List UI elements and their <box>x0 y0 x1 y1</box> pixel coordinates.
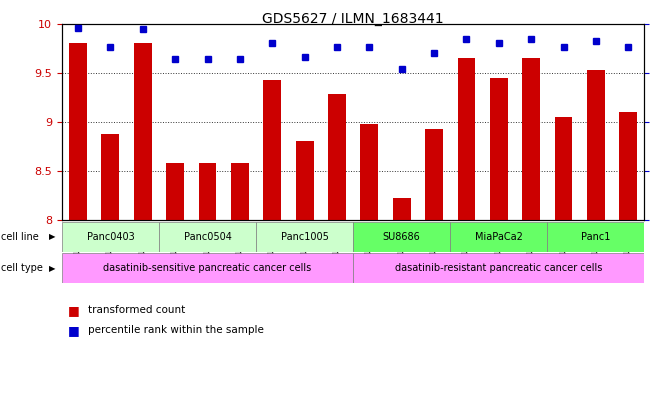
Bar <box>353 222 450 252</box>
Text: ▶: ▶ <box>49 232 55 241</box>
Bar <box>450 222 547 252</box>
Bar <box>385 222 418 252</box>
Bar <box>62 222 159 252</box>
Text: transformed count: transformed count <box>88 305 185 316</box>
Bar <box>256 222 353 252</box>
Bar <box>418 222 450 252</box>
Bar <box>159 222 191 252</box>
Text: Panc1: Panc1 <box>581 232 611 242</box>
Bar <box>69 43 87 220</box>
Bar <box>102 134 119 220</box>
Text: cell line: cell line <box>1 232 39 242</box>
Bar <box>166 163 184 220</box>
Bar <box>393 198 411 220</box>
Bar <box>264 80 281 220</box>
Bar <box>580 222 612 252</box>
Bar <box>515 222 547 252</box>
Bar <box>450 222 482 252</box>
Text: GDS5627 / ILMN_1683441: GDS5627 / ILMN_1683441 <box>262 12 444 26</box>
Bar <box>296 141 314 220</box>
Text: cell type: cell type <box>1 263 43 273</box>
Bar <box>224 222 256 252</box>
Bar <box>321 222 353 252</box>
Bar <box>458 58 475 220</box>
Text: Panc0504: Panc0504 <box>184 232 232 242</box>
Text: percentile rank within the sample: percentile rank within the sample <box>88 325 264 335</box>
Text: SU8686: SU8686 <box>383 232 421 242</box>
Bar <box>134 43 152 220</box>
Text: MiaPaCa2: MiaPaCa2 <box>475 232 523 242</box>
Text: dasatinib-sensitive pancreatic cancer cells: dasatinib-sensitive pancreatic cancer ce… <box>104 263 312 273</box>
Bar <box>361 124 378 220</box>
Bar <box>353 253 644 283</box>
Bar <box>482 222 515 252</box>
Bar <box>288 222 321 252</box>
Text: ■: ■ <box>68 323 80 337</box>
Bar <box>191 222 224 252</box>
Bar <box>94 222 126 252</box>
Bar <box>587 70 605 220</box>
Bar <box>619 112 637 220</box>
Bar <box>547 222 644 252</box>
Bar <box>555 117 572 220</box>
Text: Panc1005: Panc1005 <box>281 232 329 242</box>
Bar <box>256 222 288 252</box>
Bar <box>490 78 508 220</box>
Bar <box>62 253 353 283</box>
Text: ▶: ▶ <box>49 264 55 273</box>
Bar <box>522 58 540 220</box>
Bar <box>612 222 644 252</box>
Bar <box>159 222 256 252</box>
Bar <box>425 129 443 220</box>
Bar <box>126 222 159 252</box>
Bar <box>231 163 249 220</box>
Text: ■: ■ <box>68 304 80 317</box>
Bar <box>547 222 580 252</box>
Bar <box>62 222 94 252</box>
Bar <box>328 94 346 220</box>
Text: Panc0403: Panc0403 <box>87 232 134 242</box>
Bar <box>353 222 385 252</box>
Bar <box>199 163 216 220</box>
Text: dasatinib-resistant pancreatic cancer cells: dasatinib-resistant pancreatic cancer ce… <box>395 263 603 273</box>
